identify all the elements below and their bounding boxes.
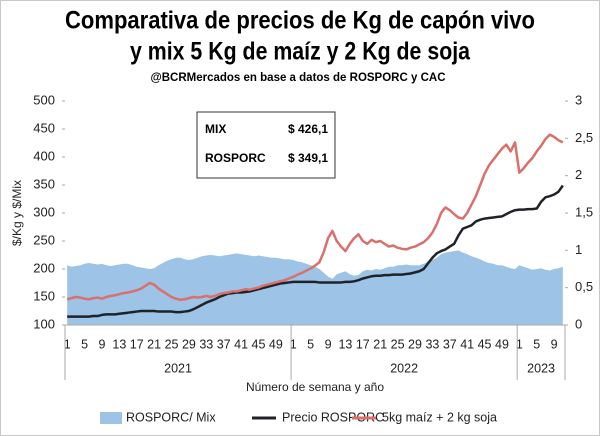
- legend-label: 5kg maíz + 2 kg soja: [382, 410, 497, 424]
- x-tick-label: 29: [408, 337, 422, 351]
- y-tick-label: 500: [33, 92, 55, 107]
- x-tick-label: 45: [478, 337, 492, 351]
- y2-tick-label: 2,5: [575, 130, 593, 145]
- y-tick-label: 150: [33, 288, 55, 303]
- info-value: $ 349,1: [288, 151, 328, 165]
- year-label: 2023: [527, 361, 555, 375]
- x-tick-label: 1: [64, 337, 71, 351]
- x-tick-label: 41: [460, 337, 474, 351]
- y-tick-label: 450: [33, 120, 55, 135]
- x-axis-label: Número de semana y año: [246, 380, 384, 394]
- legend-label: Precio ROSPORC: [282, 410, 384, 424]
- x-tick-label: 49: [269, 337, 283, 351]
- info-label: ROSPORC: [205, 151, 266, 165]
- line: [67, 184, 564, 318]
- info-box-frame: [196, 111, 336, 179]
- x-tick-label: 33: [425, 337, 439, 351]
- x-tick-label: 13: [112, 337, 126, 351]
- x-tick-label: 17: [130, 337, 144, 351]
- info-label: MIX: [205, 122, 226, 136]
- x-tick-label: 13: [338, 337, 352, 351]
- x-tick-label: 49: [495, 337, 509, 351]
- y-tick-label: 100: [33, 316, 55, 331]
- area: [67, 250, 563, 325]
- legend-swatch: [100, 412, 122, 424]
- y-tick-label: 250: [33, 232, 55, 247]
- x-tick-label: 25: [391, 337, 405, 351]
- x-tick-label: 9: [98, 337, 105, 351]
- x-tick-label: 1: [516, 337, 523, 351]
- y-axis-label: $/Kg y $/Mix: [10, 180, 24, 246]
- x-tick-label: 5: [533, 337, 540, 351]
- year-label: 2021: [164, 361, 192, 375]
- y2-tick-label: 0: [575, 316, 582, 331]
- y2-tick-label: 1: [575, 242, 582, 257]
- y-tick-label: 400: [33, 148, 55, 163]
- year-label: 2022: [390, 361, 418, 375]
- x-tick-label: 29: [182, 337, 196, 351]
- legend-label: ROSPORC/ Mix: [126, 410, 216, 424]
- x-tick-label: 17: [356, 337, 370, 351]
- x-tick-label: 9: [551, 337, 558, 351]
- x-tick-label: 41: [234, 337, 248, 351]
- y-tick-label: 200: [33, 260, 55, 275]
- y2-tick-label: 3: [575, 92, 582, 107]
- chart-subtitle: @BCRMercados en base a datos de ROSPORC …: [151, 70, 446, 84]
- x-tick-label: 5: [307, 337, 314, 351]
- x-tick-label: 21: [373, 337, 387, 351]
- plot: 100 150 200 250 300 350 400 450 500 0 0,5 1 1,5 2 2,5 3…: [33, 92, 593, 380]
- x-tick-label: 25: [165, 337, 179, 351]
- x-tick-label: 37: [443, 337, 457, 351]
- line: [66, 133, 564, 302]
- x-tick-label: 9: [325, 337, 332, 351]
- chart-title: Comparativa de precios de Kg de capón vi…: [65, 7, 535, 35]
- info-value: $ 426,1: [288, 122, 328, 136]
- y-tick-label: 350: [33, 176, 55, 191]
- y2-tick-label: 1,5: [575, 204, 593, 219]
- x-tick-label: 1: [290, 337, 297, 351]
- chart-title: y mix 5 Kg de maíz y 2 Kg de soja: [130, 38, 471, 66]
- y2-tick-label: 0,5: [575, 279, 593, 294]
- x-tick-label: 33: [199, 337, 213, 351]
- x-tick-label: 5: [81, 337, 88, 351]
- x-tick-label: 37: [217, 337, 231, 351]
- y-tick-label: 300: [33, 204, 55, 219]
- x-tick-label: 45: [252, 337, 266, 351]
- x-tick-label: 21: [147, 337, 161, 351]
- y2-tick-label: 2: [575, 167, 582, 182]
- info-box: MIX $ 426,1 ROSPORC $ 349,1: [196, 111, 336, 179]
